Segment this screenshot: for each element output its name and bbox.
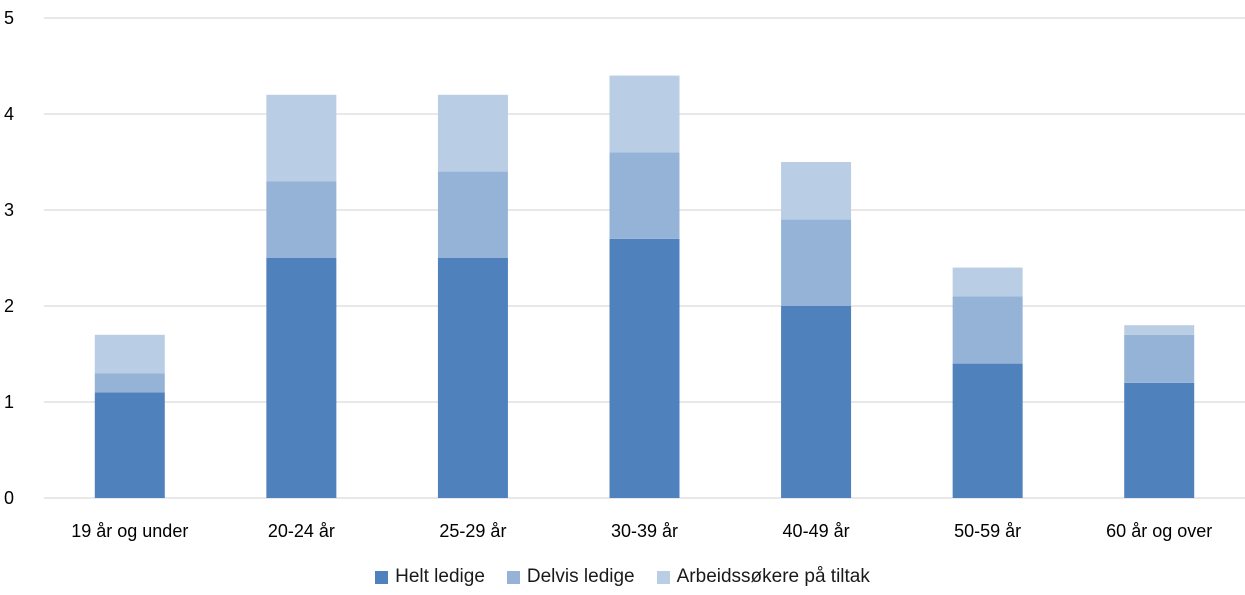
bar-segment <box>952 363 1023 498</box>
legend-label: Delvis ledige <box>526 566 635 587</box>
bar-segment <box>1124 334 1195 383</box>
bar-segment <box>437 94 508 172</box>
bar-segment <box>94 392 165 498</box>
y-tick-label: 5 <box>4 8 14 28</box>
legend-item: Delvis ledige <box>506 566 635 588</box>
x-tick-label: 19 år og under <box>71 521 188 541</box>
bar-segment <box>781 306 852 498</box>
x-tick-label: 25-29 år <box>439 521 506 541</box>
x-tick-label: 50-59 år <box>954 521 1021 541</box>
bar-segment <box>952 267 1023 297</box>
bar-segment <box>1124 325 1195 335</box>
bar-segment <box>437 171 508 258</box>
x-axis-ticks: 19 år og under 20-24 år 25-29 år 30-39 år 40… <box>71 521 1212 541</box>
bar-segment <box>609 75 680 153</box>
x-tick-label: 30-39 år <box>611 521 678 541</box>
legend-swatch <box>656 570 670 584</box>
y-tick-label: 0 <box>4 488 14 508</box>
bar-segment <box>1124 382 1195 498</box>
legend-label: Arbeidssøkere på tiltak <box>676 566 870 587</box>
bar-segment <box>952 296 1023 364</box>
bar-segment <box>609 152 680 239</box>
x-tick-label: 40-49 år <box>783 521 850 541</box>
bar-segment <box>94 373 165 393</box>
bar-segment <box>94 334 165 374</box>
bar-segment <box>781 219 852 306</box>
y-tick-label: 1 <box>4 392 14 412</box>
y-tick-label: 3 <box>4 200 14 220</box>
x-tick-label: 60 år og over <box>1106 521 1212 541</box>
y-tick-label: 4 <box>4 104 14 124</box>
legend-label: Helt ledige <box>395 566 485 587</box>
bar-segment <box>781 162 852 220</box>
bars <box>94 75 1195 499</box>
bar-segment <box>266 258 337 498</box>
legend-swatch <box>506 570 520 584</box>
x-tick-label: 20-24 år <box>268 521 335 541</box>
bar-segment <box>266 181 337 258</box>
y-tick-label: 2 <box>4 296 14 316</box>
legend-swatch <box>375 570 389 584</box>
legend-item: Arbeidssøkere på tiltak <box>656 566 870 588</box>
bar-segment <box>266 94 337 182</box>
bar-segment <box>609 238 680 499</box>
bar-segment <box>437 258 508 498</box>
legend: Helt ledige Delvis ledige Arbeidssøkere på… <box>0 566 1245 588</box>
y-axis-ticks: 0 1 2 3 4 5 <box>4 8 14 508</box>
legend-item: Helt ledige <box>375 566 485 588</box>
